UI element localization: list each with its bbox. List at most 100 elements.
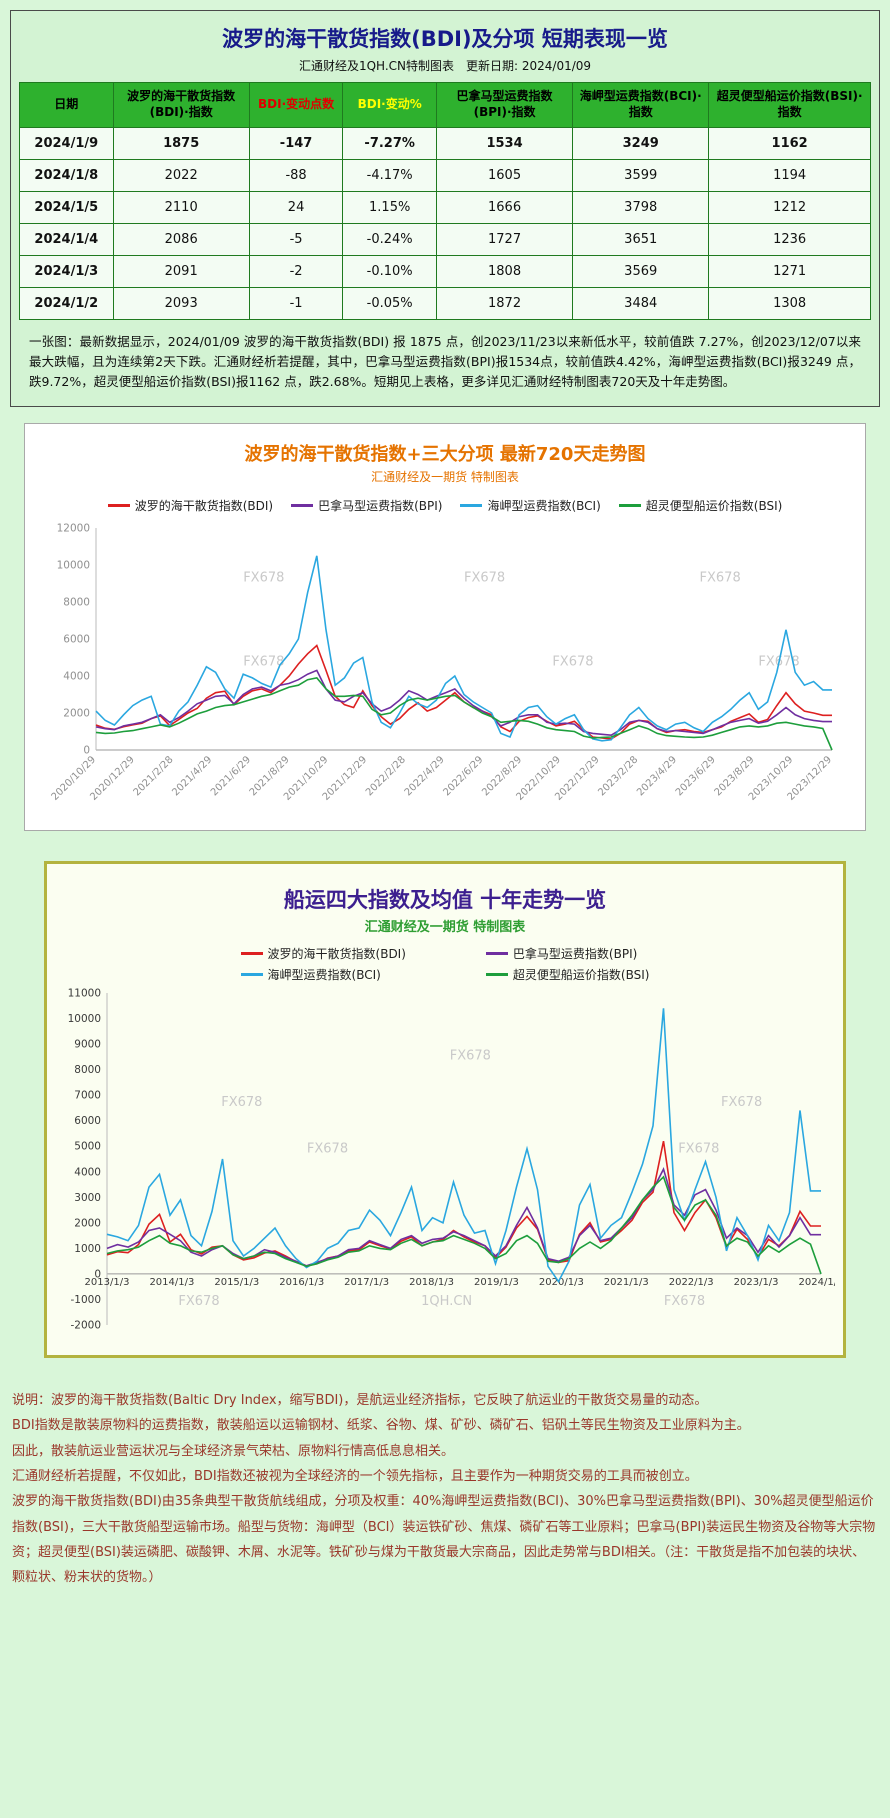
value-cell: 1808 <box>435 255 574 288</box>
svg-text:FX678: FX678 <box>221 1095 262 1110</box>
svg-text:5000: 5000 <box>74 1141 101 1153</box>
series-line <box>106 1167 821 1267</box>
legend-item: 波罗的海干散货指数(BDI) <box>107 497 274 514</box>
chart-canvas: FX678 FX678 FX678 FX678 FX678 FX678 1QH.CN FX67… <box>68 988 844 1332</box>
value-cell: 3484 <box>572 287 710 320</box>
svg-text:0: 0 <box>83 745 90 757</box>
value-cell: -7.27% <box>342 127 437 160</box>
value-cell: 1.15% <box>342 191 437 224</box>
chart-720d-plot: FX678 FX678 FX678 FX678 FX678 FX678 0 2000 4000 6… <box>31 518 859 822</box>
svg-text:6000: 6000 <box>74 1115 101 1127</box>
footer-line: 汇通财经析若提醒，不仅如此，BDI指数还被视为全球经济的一个领先指标，且主要作为… <box>12 1469 698 1485</box>
chart-10y-plot: FX678 FX678 FX678 FX678 FX678 FX678 1QH.CN FX67… <box>55 985 844 1345</box>
column-header: BDI·变动点数 <box>248 82 344 128</box>
column-header: 超灵便型船运价指数(BSI)·指数 <box>708 82 871 128</box>
legend-item: 超灵便型船运价指数(BSI) <box>618 497 783 514</box>
value-cell: 1194 <box>708 159 871 192</box>
svg-text:2021/4/29: 2021/4/29 <box>170 754 214 798</box>
date-cell: 2024/1/5 <box>19 191 114 224</box>
value-cell: 1212 <box>708 191 871 224</box>
value-cell: 1236 <box>708 223 871 256</box>
svg-text:2024/1/3: 2024/1/3 <box>799 1277 835 1288</box>
svg-text:2000: 2000 <box>74 1217 101 1229</box>
svg-text:7000: 7000 <box>74 1090 101 1102</box>
value-cell: 1605 <box>435 159 574 192</box>
value-cell: -4.17% <box>342 159 437 192</box>
column-header: 巴拿马型运费指数(BPI)·指数 <box>435 82 574 128</box>
footer-line: 因此，散装航运业营运状况与全球经济景气荣枯、原物料行情高低息息相关。 <box>12 1443 455 1459</box>
legend-swatch-icon <box>107 504 130 507</box>
value-cell: 2110 <box>112 191 250 224</box>
chart-10y-subtitle: 汇通财经及一期货 特制图表 <box>364 920 526 935</box>
value-cell: 1308 <box>708 287 871 320</box>
footer-line: 波罗的海干散货指数(BDI)由35条典型干散货航线组成，分项及权重：40%海岬型… <box>12 1494 876 1586</box>
legend-label: 超灵便型船运价指数(BSI) <box>645 499 783 513</box>
svg-text:FX678: FX678 <box>243 655 284 670</box>
table-row: 2024/1/9 1875 -147 -7.27% 1534 3249 1162 <box>19 127 871 160</box>
legend-item: 波罗的海干散货指数(BDI) <box>240 945 406 962</box>
value-cell: 1872 <box>435 287 574 320</box>
svg-text:2013/1/3: 2013/1/3 <box>85 1277 130 1288</box>
svg-text:6000: 6000 <box>63 634 90 646</box>
svg-text:2018/1/3: 2018/1/3 <box>409 1277 454 1288</box>
table-row: 2024/1/5 2110 24 1.15% 1666 3798 1212 <box>19 191 871 224</box>
svg-text:2016/1/3: 2016/1/3 <box>279 1277 324 1288</box>
chart-720d-subtitle: 汇通财经及一期货 特制图表 <box>371 470 519 484</box>
svg-text:2022/6/29: 2022/6/29 <box>441 754 485 798</box>
legend-item: 巴拿马型运费指数(BPI) <box>485 945 650 962</box>
series-line <box>95 644 832 740</box>
svg-text:2015/1/3: 2015/1/3 <box>214 1277 259 1288</box>
value-cell: 3249 <box>572 127 710 160</box>
value-cell: 1534 <box>435 127 574 160</box>
svg-text:8000: 8000 <box>63 597 90 609</box>
legend-item: 海岬型运费指数(BCI) <box>240 966 406 983</box>
summary-subtitle: 汇通财经及1QH.CN特制图表 更新日期: 2024/01/09 <box>298 59 592 73</box>
svg-text:4000: 4000 <box>63 671 90 683</box>
legend-label: 海岬型运费指数(BCI) <box>267 968 381 982</box>
date-cell: 2024/1/4 <box>19 223 114 256</box>
svg-text:10000: 10000 <box>57 560 90 572</box>
table-row: 2024/1/4 2086 -5 -0.24% 1727 3651 1236 <box>19 223 871 256</box>
svg-text:2022/4/29: 2022/4/29 <box>403 754 447 798</box>
date-cell: 2024/1/8 <box>19 159 114 192</box>
svg-text:2022/2/28: 2022/2/28 <box>364 754 408 798</box>
svg-text:3000: 3000 <box>74 1192 101 1204</box>
column-header: 日期 <box>19 82 114 128</box>
chart-720d-legend: 波罗的海干散货指数(BDI) 巴拿马型运费指数(BPI) 海岬型运费指数(BCI) 超… <box>31 497 859 514</box>
summary-title: 波罗的海干散货指数(BDI)及分项 短期表现一览 <box>222 27 668 51</box>
chart-720d-panel: 波罗的海干散货指数+三大分项 最新720天走势图 汇通财经及一期货 特制图表 波… <box>24 423 866 831</box>
svg-text:2014/1/3: 2014/1/3 <box>149 1277 194 1288</box>
svg-text:2019/1/3: 2019/1/3 <box>474 1277 519 1288</box>
footer-line: BDI指数是散装原物料的运费指数，散装船运以运输钢材、纸浆、谷物、煤、矿砂、磷矿… <box>12 1418 750 1434</box>
svg-text:2021/2/28: 2021/2/28 <box>132 754 176 798</box>
legend-swatch-icon <box>485 973 508 976</box>
value-cell: -1 <box>248 287 344 320</box>
chart-10y-panel: 船运四大指数及均值 十年走势一览 汇通财经及一期货 特制图表 波罗的海干散货指数… <box>44 861 846 1358</box>
svg-text:2023/1/3: 2023/1/3 <box>734 1277 779 1288</box>
svg-text:FX678: FX678 <box>178 1294 219 1309</box>
svg-text:2017/1/3: 2017/1/3 <box>344 1277 389 1288</box>
svg-text:FX678: FX678 <box>307 1141 348 1156</box>
table-row: 2024/1/8 2022 -88 -4.17% 1605 3599 1194 <box>19 159 871 192</box>
series-line <box>106 1008 821 1284</box>
legend-swatch-icon <box>291 504 314 507</box>
value-cell: 1727 <box>435 223 574 256</box>
svg-text:-1000: -1000 <box>70 1294 101 1306</box>
value-cell: -0.24% <box>342 223 437 256</box>
legend-label: 波罗的海干散货指数(BDI) <box>267 947 406 961</box>
legend-label: 波罗的海干散货指数(BDI) <box>134 499 274 513</box>
svg-text:2023/6/29: 2023/6/29 <box>674 754 718 798</box>
chart-10y-legend: 波罗的海干散货指数(BDI) 巴拿马型运费指数(BPI) 海岬型运费指数(BCI) 超… <box>55 945 835 983</box>
legend-label: 巴拿马型运费指数(BPI) <box>512 947 638 961</box>
svg-text:2000: 2000 <box>63 708 90 720</box>
value-cell: 3569 <box>572 255 710 288</box>
legend-swatch-icon <box>240 952 263 955</box>
legend-item: 海岬型运费指数(BCI) <box>460 497 601 514</box>
header-row: 日期 波罗的海干散货指数(BDI)·指数 BDI·变动点数 BDI·变动% 巴拿马型运费… <box>19 82 871 128</box>
value-cell: 2086 <box>112 223 250 256</box>
value-cell: -5 <box>248 223 344 256</box>
svg-text:8000: 8000 <box>74 1064 101 1076</box>
value-cell: 1875 <box>112 127 250 160</box>
bdi-table: 日期 波罗的海干散货指数(BDI)·指数 BDI·变动点数 BDI·变动% 巴拿马型运费… <box>19 82 871 320</box>
svg-text:12000: 12000 <box>57 523 90 535</box>
